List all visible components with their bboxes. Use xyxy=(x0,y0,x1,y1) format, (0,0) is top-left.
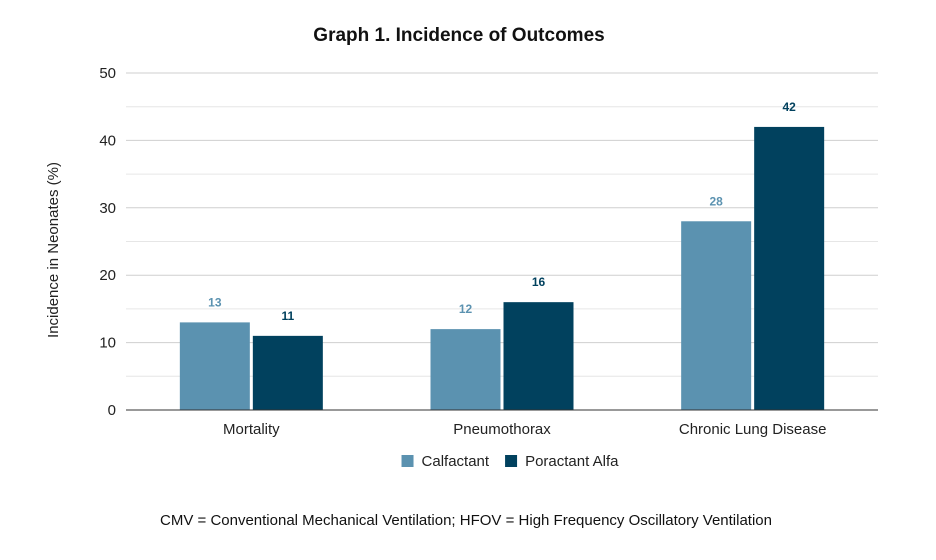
data-label: 42 xyxy=(782,100,796,114)
x-category-label: Pneumothorax xyxy=(453,421,551,438)
bars xyxy=(179,126,825,411)
x-category-label: Chronic Lung Disease xyxy=(679,421,827,438)
data-label: 13 xyxy=(208,295,222,309)
data-label: 28 xyxy=(709,194,723,208)
y-tick-label: 30 xyxy=(99,200,116,217)
footnote: CMV = Conventional Mechanical Ventilatio… xyxy=(160,512,772,529)
y-tick-label: 10 xyxy=(99,335,116,352)
legend-swatch xyxy=(505,455,518,467)
y-axis-ticks: 0 10 20 30 40 50 xyxy=(99,65,116,419)
y-tick-label: 0 xyxy=(108,402,116,419)
legend: Calfactant Poractant Alfa xyxy=(401,453,619,470)
gridlines xyxy=(126,72,878,377)
y-tick-label: 20 xyxy=(99,267,116,284)
chart-title: Graph 1. Incidence of Outcomes xyxy=(313,25,604,46)
data-label: 12 xyxy=(459,302,473,316)
x-axis-categories: Mortality Pneumothorax Chronic Lung Diseas… xyxy=(223,421,826,438)
bar-poractant-alfa xyxy=(503,302,574,410)
y-axis-label: Incidence in Neonates (%) xyxy=(45,162,62,338)
data-label: 11 xyxy=(281,309,294,323)
bar-calfactant xyxy=(430,329,501,410)
data-label: 16 xyxy=(532,275,546,289)
bar-poractant-alfa xyxy=(252,335,323,410)
legend-swatch xyxy=(401,455,414,467)
y-tick-label: 50 xyxy=(99,65,116,82)
legend-label: Poractant Alfa xyxy=(525,453,619,470)
bar-calfactant xyxy=(681,221,752,410)
bar-calfactant xyxy=(179,322,250,410)
bar-poractant-alfa xyxy=(754,126,825,411)
data-labels: 13 11 12 16 28 42 xyxy=(208,100,796,323)
y-tick-label: 40 xyxy=(99,132,116,149)
x-category-label: Mortality xyxy=(223,421,280,438)
legend-label: Calfactant xyxy=(422,453,490,470)
